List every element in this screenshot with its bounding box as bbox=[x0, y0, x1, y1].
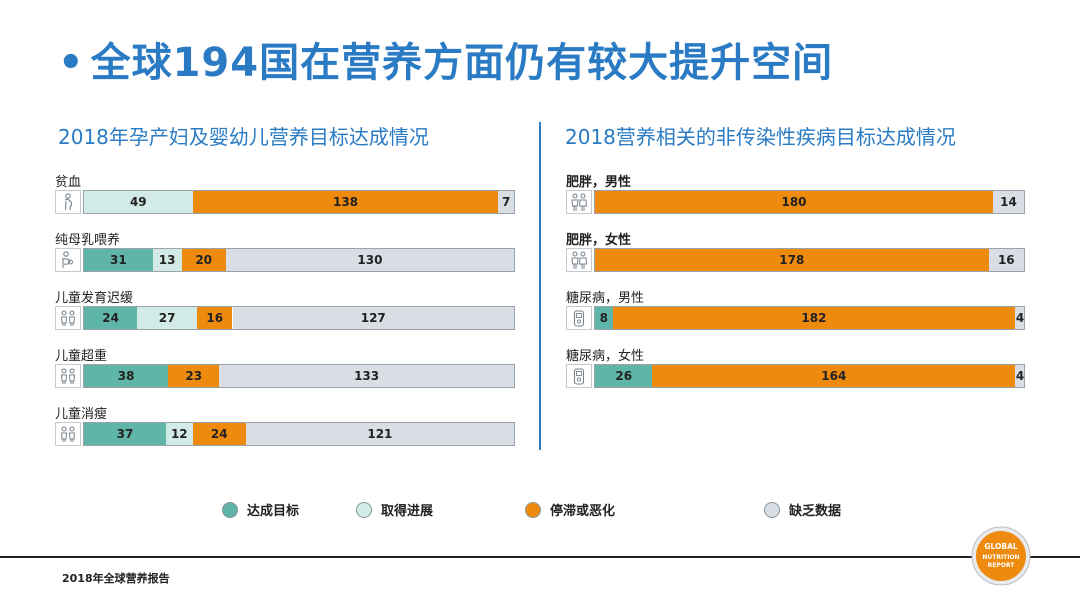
legend-swatch bbox=[222, 501, 238, 518]
data-label: 26 bbox=[615, 369, 633, 383]
logo-line-2: NUTRITION bbox=[982, 554, 1019, 561]
data-label: 133 bbox=[354, 369, 380, 383]
data-label: 20 bbox=[195, 253, 213, 267]
adults-icon bbox=[566, 248, 592, 272]
data-label: 49 bbox=[129, 195, 147, 209]
data-label: 31 bbox=[109, 253, 127, 267]
row-label: 儿童发育迟缓 bbox=[55, 291, 134, 306]
legend-label: 达成目标 bbox=[247, 504, 300, 519]
chart-row: 糖尿病，男性 8 182 4 bbox=[566, 287, 1025, 345]
data-label: 24 bbox=[210, 427, 228, 441]
row-label: 糖尿病，男性 bbox=[566, 291, 645, 306]
chart-row: 糖尿病，女性 26 164 4 bbox=[566, 345, 1025, 403]
global-nutrition-report-logo: GLOBAL NUTRITION REPORT bbox=[971, 526, 1031, 586]
bar-segment-no_data bbox=[993, 191, 1024, 213]
chart-row: 肥胖，男性 180 14 bbox=[566, 171, 1025, 229]
glucose-meter-icon bbox=[566, 364, 592, 388]
stacked-bar: 37 12 24 121 bbox=[83, 422, 515, 446]
footer-source: 2018年全球营养报告 bbox=[62, 572, 170, 585]
stacked-bar: 31 13 20 130 bbox=[83, 248, 515, 272]
left-panel-title: 2018年孕产妇及婴幼儿营养目标达成情况 bbox=[58, 125, 429, 149]
panel-divider bbox=[539, 122, 541, 450]
children-icon bbox=[55, 364, 81, 388]
breastfeeding-icon bbox=[55, 248, 81, 272]
row-label: 肥胖，女性 bbox=[566, 233, 632, 248]
legend-item-stalled: 停滞或恶化 bbox=[525, 500, 615, 519]
row-label: 纯母乳喂养 bbox=[55, 233, 121, 248]
row-label: 儿童消瘦 bbox=[55, 407, 108, 422]
logo-line-1: GLOBAL bbox=[984, 542, 1018, 551]
bar-segment-no_data bbox=[498, 191, 514, 213]
legend-label: 取得进展 bbox=[381, 504, 434, 519]
legend-swatch bbox=[356, 501, 372, 518]
data-label: 13 bbox=[158, 253, 176, 267]
stacked-bar: 26 164 4 bbox=[594, 364, 1025, 388]
children-icon bbox=[55, 422, 81, 446]
pregnant-woman-icon bbox=[55, 190, 81, 214]
data-label: 38 bbox=[117, 369, 135, 383]
slide-title: • 全球194国在营养方面仍有较大提升空间 bbox=[58, 30, 833, 88]
legend-label: 停滞或恶化 bbox=[550, 504, 616, 519]
bar-segment-no_data bbox=[988, 249, 1024, 271]
bar-segment-no_data bbox=[1015, 307, 1024, 329]
chart-row: 纯母乳喂养 31 13 20 130 bbox=[55, 229, 515, 287]
data-label: 121 bbox=[367, 427, 393, 441]
chart-row: 肥胖，女性 178 16 bbox=[566, 229, 1025, 287]
legend-swatch bbox=[764, 501, 780, 518]
data-label: 7 bbox=[502, 195, 511, 209]
data-label: 4 bbox=[1015, 311, 1025, 325]
bar-segment-no_data bbox=[219, 365, 514, 387]
data-label: 27 bbox=[158, 311, 176, 325]
bar-segment-no_data bbox=[245, 423, 514, 445]
chart-row: 贫血 49 138 7 bbox=[55, 171, 515, 229]
data-label: 16 bbox=[206, 311, 224, 325]
data-label: 127 bbox=[360, 311, 386, 325]
data-label: 164 bbox=[821, 369, 847, 383]
legend-swatch bbox=[525, 501, 541, 518]
data-label: 24 bbox=[102, 311, 119, 325]
stacked-bar: 49 138 7 bbox=[83, 190, 515, 214]
footer-divider bbox=[0, 556, 1080, 558]
data-label: 178 bbox=[779, 253, 805, 267]
data-label: 12 bbox=[170, 427, 188, 441]
legend-item-achieved: 达成目标 bbox=[222, 500, 299, 519]
data-label: 138 bbox=[333, 195, 359, 209]
legend-item-no_data: 缺乏数据 bbox=[764, 500, 841, 519]
children-icon bbox=[55, 306, 81, 330]
stacked-bar: 180 14 bbox=[594, 190, 1025, 214]
title-text: 全球194国在营养方面仍有较大提升空间 bbox=[90, 40, 834, 86]
bar-segment-no_data bbox=[232, 307, 514, 329]
chart-row: 儿童发育迟缓 24 27 16 127 bbox=[55, 287, 515, 345]
legend-item-progress: 取得进展 bbox=[356, 500, 433, 519]
chart-row: 儿童超重 38 23 133 bbox=[55, 345, 515, 403]
stacked-bar: 38 23 133 bbox=[83, 364, 515, 388]
row-label: 糖尿病，女性 bbox=[566, 349, 645, 364]
logo-line-3: REPORT bbox=[988, 562, 1016, 569]
row-label: 儿童超重 bbox=[55, 349, 108, 364]
adults-icon bbox=[566, 190, 592, 214]
data-label: 23 bbox=[185, 369, 203, 383]
data-label: 182 bbox=[801, 311, 827, 325]
bar-segment-no_data bbox=[225, 249, 514, 271]
glucose-meter-icon bbox=[566, 306, 592, 330]
data-label: 16 bbox=[997, 253, 1015, 267]
stacked-bar: 8 182 4 bbox=[594, 306, 1025, 330]
bar-segment-no_data bbox=[1015, 365, 1024, 387]
data-label: 37 bbox=[116, 427, 134, 441]
row-label: 贫血 bbox=[55, 175, 82, 190]
legend-label: 缺乏数据 bbox=[789, 504, 842, 519]
data-label: 14 bbox=[1000, 195, 1017, 209]
data-label: 4 bbox=[1015, 369, 1025, 383]
data-label: 130 bbox=[357, 253, 383, 267]
stacked-bar: 24 27 16 127 bbox=[83, 306, 515, 330]
chart-row: 儿童消瘦 37 12 24 121 bbox=[55, 403, 515, 461]
title-bullet: • bbox=[58, 40, 85, 86]
data-label: 8 bbox=[599, 311, 609, 325]
row-label: 肥胖，男性 bbox=[566, 175, 632, 190]
right-panel-title: 2018营养相关的非传染性疾病目标达成情况 bbox=[565, 125, 956, 149]
stacked-bar: 178 16 bbox=[594, 248, 1025, 272]
data-label: 180 bbox=[781, 195, 807, 209]
